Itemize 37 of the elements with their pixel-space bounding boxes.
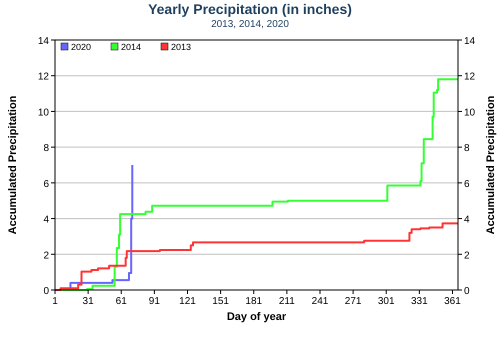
y2-tick-label: 10: [464, 107, 476, 118]
legend-label: 2020: [71, 42, 92, 52]
x-tick-label: 121: [179, 296, 196, 307]
y2-tick-label: 4: [464, 214, 470, 226]
x-tick-label: 211: [278, 296, 296, 307]
y2-tick-label: 0: [464, 286, 470, 297]
y2-tick-label: 2: [464, 250, 470, 262]
y-tick-label: 0: [43, 286, 50, 297]
x-axis-title: Day of year: [226, 311, 287, 323]
y2-tick-label: 14: [464, 36, 476, 47]
y-tick-label: 2: [43, 250, 50, 262]
y2-tick-label: 12: [464, 72, 476, 83]
x-tick-label: 31: [82, 296, 94, 307]
legend-label: 2014: [121, 42, 142, 52]
x-tick-label: 241: [312, 296, 329, 307]
x-tick-label: 61: [116, 296, 128, 307]
y2-tick-label: 8: [464, 143, 470, 154]
y2-axis-title: Accumulated Precipitation: [485, 95, 497, 234]
chart-title: Yearly Precipitation (in inches): [148, 1, 352, 17]
y-tick-label: 6: [43, 178, 50, 190]
x-tick-label: 331: [411, 296, 428, 307]
x-tick-label: 181: [245, 296, 263, 307]
y-tick-label: 12: [38, 72, 50, 83]
y-tick-label: 10: [38, 107, 50, 118]
y-tick-label: 8: [43, 143, 50, 154]
x-tick-label: 271: [344, 296, 362, 307]
y2-tick-label: 6: [464, 178, 470, 190]
x-tick-label: 301: [378, 296, 396, 307]
legend-label: 2013: [171, 42, 192, 52]
x-tick-label: 1: [52, 296, 58, 307]
x-tick-label: 361: [444, 296, 462, 307]
chart-subtitle: 2013, 2014, 2020: [211, 19, 290, 30]
y-tick-label: 14: [38, 36, 50, 47]
x-tick-label: 91: [148, 296, 160, 307]
y-tick-label: 4: [43, 214, 50, 226]
y-axis-title: Accumulated Precipitation: [7, 95, 19, 234]
x-tick-label: 151: [212, 296, 230, 307]
